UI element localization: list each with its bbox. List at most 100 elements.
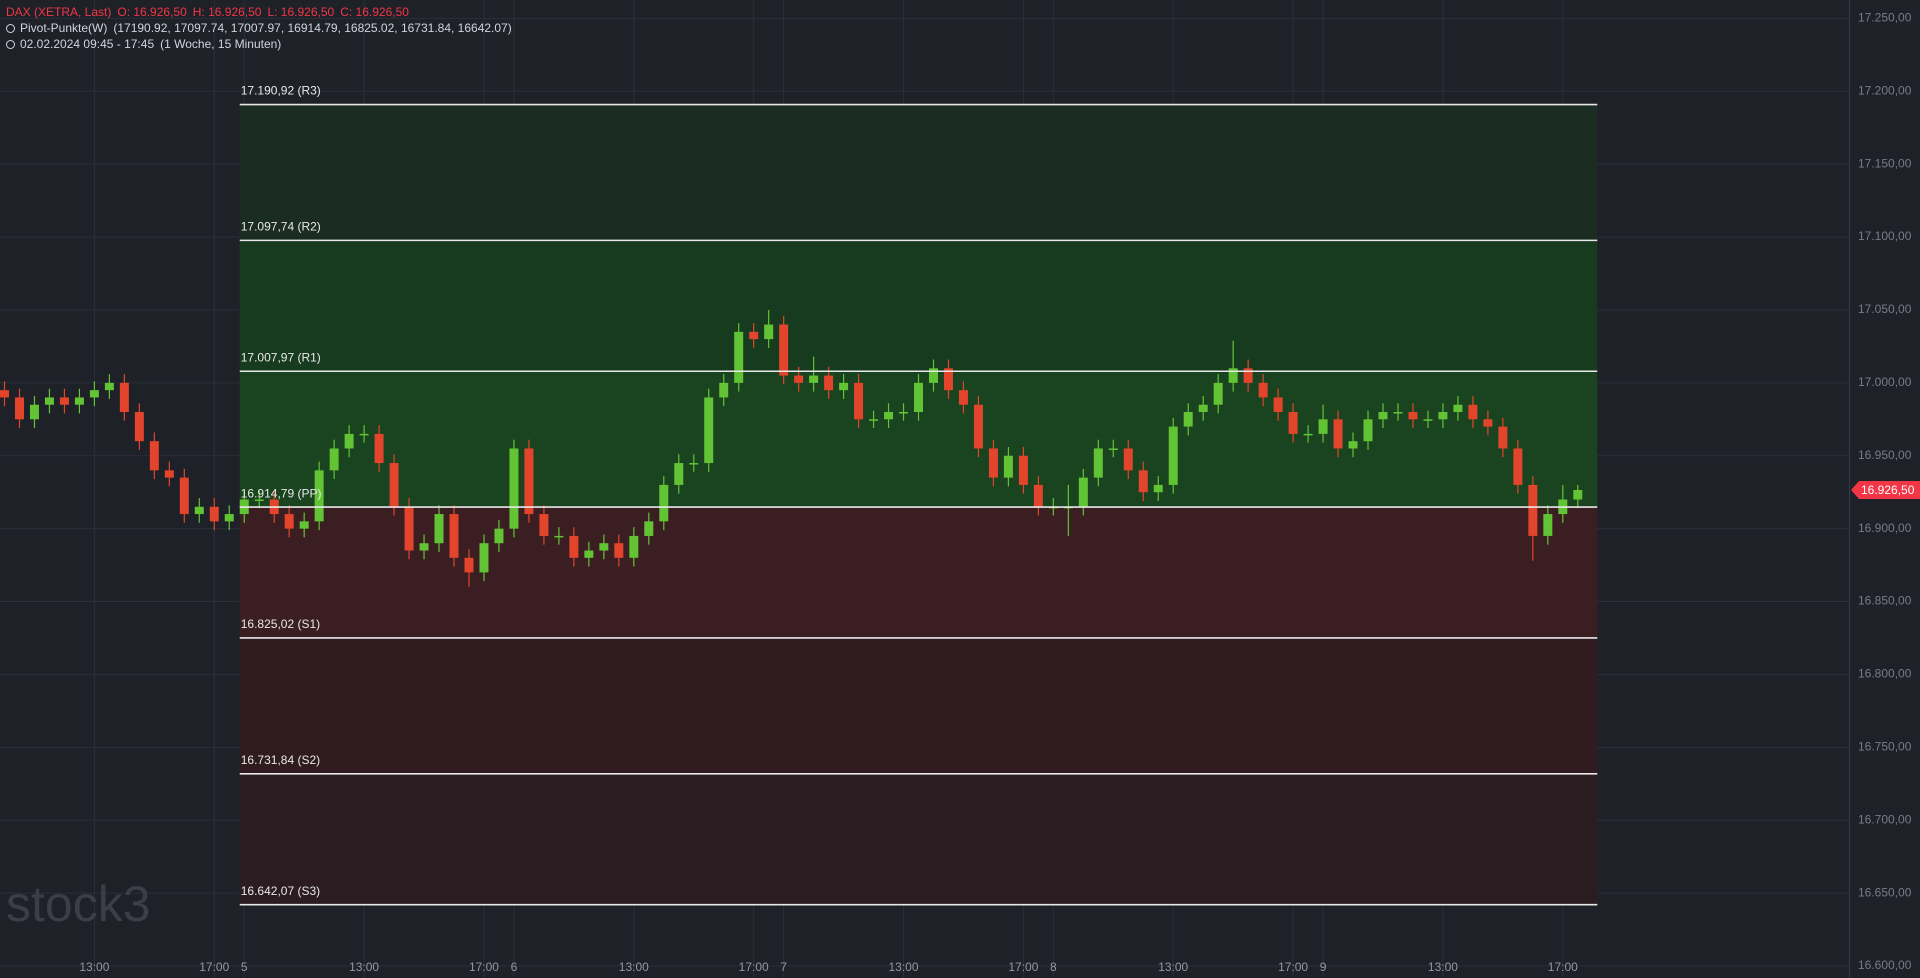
last-price-label: 16.926,50 [1861, 483, 1915, 497]
candle-body [839, 382, 849, 391]
candle-body [179, 477, 189, 515]
candle-body [1183, 412, 1193, 427]
candle-body [1168, 426, 1178, 485]
candle-body [659, 484, 669, 522]
candle-body [958, 390, 968, 405]
candle-body [119, 382, 129, 413]
x-tick-label: 9 [1320, 960, 1327, 974]
candle-body [1483, 419, 1493, 427]
candle-body [1228, 368, 1238, 383]
candle-body [988, 448, 998, 478]
candle-body [1378, 412, 1388, 420]
candle-body [89, 390, 99, 398]
candle-body [1273, 397, 1283, 413]
ohlc-value: O: 16.926,50 [117, 5, 187, 19]
candle-body [1393, 412, 1403, 414]
candle-body [464, 557, 474, 573]
candle-body [719, 382, 729, 398]
candle-body [434, 514, 444, 544]
legend-header: DAX (XETRA, Last) O: 16.926,50 H: 16.926,5… [6, 4, 518, 52]
x-tick-label: 13:00 [79, 960, 109, 974]
ohlc-value: C: 16.926,50 [340, 5, 409, 19]
candle-body [194, 506, 204, 515]
x-tick-label: 6 [511, 960, 518, 974]
candle-body [524, 448, 534, 515]
candle-body [973, 404, 983, 449]
candle-body [1153, 484, 1163, 493]
y-tick-label: 16.900,00 [1858, 521, 1912, 535]
candle-body [149, 441, 159, 471]
candle-body [1213, 382, 1223, 405]
watermark: stock3 [6, 876, 151, 932]
candle-body [674, 463, 684, 485]
candle-body [884, 412, 894, 420]
candle-body [689, 463, 699, 465]
x-tick-label: 13:00 [349, 960, 379, 974]
candle-body [629, 535, 639, 558]
candle-body [1573, 490, 1583, 500]
y-tick-label: 17.100,00 [1858, 229, 1912, 243]
candle-body [554, 535, 564, 538]
candle-body [224, 514, 234, 522]
ohlc-value: L: 16.926,50 [267, 5, 335, 19]
candle-body [479, 543, 489, 573]
candle-body [943, 368, 953, 391]
date-range: 02.02.2024 09:45 - 17:45 [20, 37, 155, 51]
y-tick-label: 17.250,00 [1858, 11, 1912, 25]
y-tick-label: 16.850,00 [1858, 594, 1912, 608]
candle-body [494, 528, 504, 544]
candle-body [1318, 419, 1328, 434]
candle-body [29, 404, 39, 420]
y-tick-label: 16.750,00 [1858, 739, 1912, 753]
candle-body [164, 470, 174, 478]
candles [0, 309, 1583, 587]
candle-body [359, 433, 369, 436]
x-tick-label: 13:00 [619, 960, 649, 974]
candle-body [809, 375, 819, 383]
candle-body [374, 433, 384, 464]
pivot-label: 17.190,92 (R3) [241, 84, 321, 98]
candle-body [314, 470, 324, 522]
candle-body [1243, 368, 1253, 383]
pivot-zone [239, 507, 1598, 638]
pivot-zone [239, 240, 1598, 372]
indicator-name: Pivot-Punkte(W) [20, 21, 108, 35]
candle-body [1543, 514, 1553, 536]
pivot-zone [239, 104, 1598, 241]
candle-body [14, 397, 24, 420]
candle-body [749, 331, 759, 340]
x-tick-label: 17:00 [1278, 960, 1308, 974]
pivot-label: 16.914,79 (PP) [241, 486, 322, 500]
candle-body [569, 535, 579, 558]
y-tick-label: 17.200,00 [1858, 83, 1912, 97]
candle-body [1003, 455, 1013, 478]
candle-body [1528, 484, 1538, 536]
candle-body [1438, 412, 1448, 420]
candle-body [1138, 470, 1148, 493]
candle-body [1078, 477, 1088, 507]
candle-body [1018, 455, 1028, 485]
pivot-label: 16.825,02 (S1) [241, 617, 320, 631]
x-tick-label: 17:00 [469, 960, 499, 974]
candle-body [284, 514, 294, 529]
x-tick-label: 17:00 [1548, 960, 1578, 974]
candle-body [794, 375, 804, 383]
candle-body [59, 397, 69, 405]
candle-body [404, 506, 414, 551]
y-tick-label: 16.950,00 [1858, 448, 1912, 462]
x-tick-label: 17:00 [199, 960, 229, 974]
x-tick-label: 7 [780, 960, 787, 974]
candle-body [104, 382, 114, 391]
candle-body [854, 382, 864, 420]
pivot-zone [239, 637, 1598, 774]
candle-body [584, 550, 594, 558]
candle-body [1258, 382, 1268, 398]
axis-labels: 16.600,00 16.650,00 16.700,00 16.750,00 16.8… [79, 11, 1920, 974]
y-tick-label: 16.800,00 [1858, 667, 1912, 681]
candle-body [509, 448, 519, 529]
candle-body [734, 331, 744, 383]
candle-body [329, 448, 339, 471]
candle-body [44, 397, 54, 405]
x-tick-label: 8 [1050, 960, 1057, 974]
candle-body [1333, 419, 1343, 449]
